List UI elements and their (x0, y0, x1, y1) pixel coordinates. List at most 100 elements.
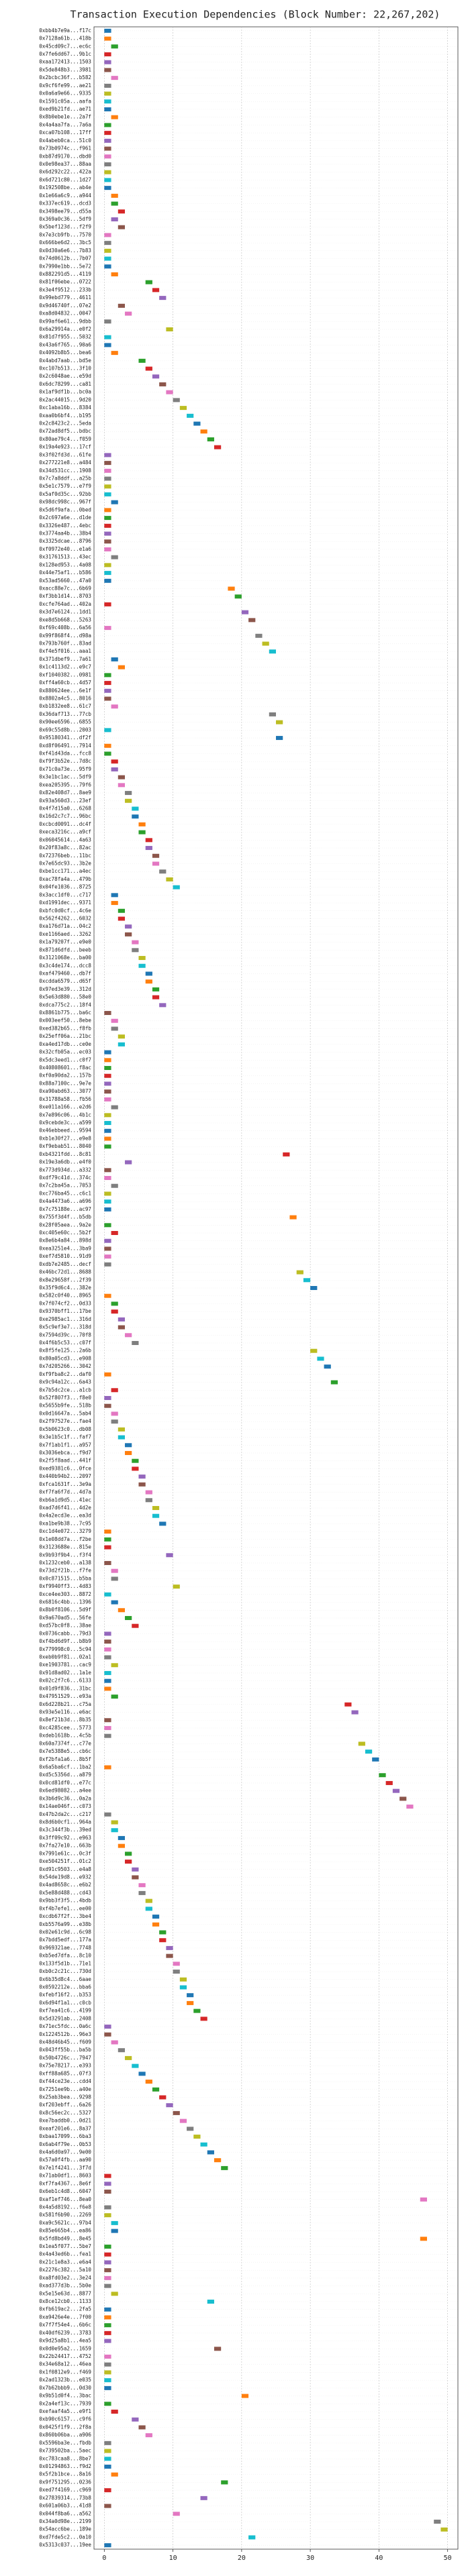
bar (159, 1003, 167, 1008)
bar (173, 2110, 180, 2115)
y-tick-label: 0xb6a1d9d5...41ec (39, 1497, 91, 1503)
bar (125, 1851, 132, 1856)
y-tick-label: 0x1591c05a...aafa (39, 98, 91, 104)
bar (104, 60, 111, 64)
bar (166, 1945, 173, 1950)
y-tick-label: 0xf9940ff3...4d83 (39, 1583, 91, 1589)
y-tick-label: 0x47951529...e93a (39, 1693, 91, 1699)
y-tick-label: 0xe504251f...01c2 (39, 1858, 91, 1864)
y-tick-label: 0x71ab0df1...8603 (39, 2173, 91, 2179)
x-tick-label: 0 (102, 2555, 106, 2562)
bar (214, 2347, 222, 2351)
y-tick-label: 0x128ed953...4a08 (39, 561, 91, 568)
bar (372, 1757, 379, 1762)
bar (104, 2174, 111, 2178)
bar (111, 1419, 118, 1424)
y-tick-label: 0x5e63d880...58e0 (39, 994, 91, 1000)
bar (214, 2158, 222, 2163)
bar (117, 1427, 126, 1432)
bar (104, 1395, 111, 1400)
y-tick-label: 0x666be6d2...3bc5 (39, 239, 91, 246)
y-tick-label: 0x582c0f40...8965 (39, 1293, 91, 1299)
bar (187, 413, 194, 418)
bar (117, 1042, 126, 1046)
bar (104, 2190, 111, 2194)
y-tick-label: 0x02e61c9d...6c98 (39, 1929, 91, 1935)
bar (145, 280, 152, 284)
y-tick-label: 0x880624ee...6e1f (39, 688, 91, 694)
bar (104, 1670, 111, 1675)
bar (193, 2008, 201, 2013)
y-tick-label: 0x8b0f8106...5d9f (39, 1607, 91, 1613)
bar (385, 1780, 393, 1785)
y-tick-label: 0x8e29658f...2f39 (39, 1277, 91, 1283)
bar (104, 248, 111, 253)
y-tick-label: 0xdca775c2...18f4 (39, 1002, 91, 1008)
y-tick-label: 0x2276c382...5a10 (39, 2267, 91, 2273)
bar (117, 1325, 126, 1330)
bar (187, 2127, 194, 2131)
y-tick-label: 0x2c697a6e...d1de (39, 515, 91, 521)
y-tick-label: 0x044f8ba6...a562 (39, 2510, 91, 2516)
y-tick-label: 0x6d292c22...422a (39, 169, 91, 175)
bar (138, 822, 146, 826)
bar (262, 641, 269, 646)
bar (152, 995, 160, 1000)
bar (111, 1820, 118, 1825)
y-tick-label: 0xff4a60cb...4d57 (39, 680, 91, 686)
bar (104, 1223, 111, 1228)
bar (111, 1105, 118, 1110)
bar (145, 1498, 152, 1503)
y-tick-label: 0x5b0623c0...db08 (39, 1426, 91, 1432)
y-tick-label: 0x882291d5...4119 (39, 271, 91, 277)
bar (145, 366, 152, 371)
bar (104, 2323, 111, 2328)
bar (179, 1977, 187, 1982)
bar (111, 1576, 118, 1581)
chart-title: Transaction Execution Dependencies (Bloc… (70, 9, 440, 21)
y-tick-label: 0x9c94a12c...6a43 (39, 1379, 91, 1385)
bar (104, 1560, 111, 1565)
bar (117, 1435, 126, 1440)
y-tick-label: 0x57a0f4fb...aa90 (39, 2157, 91, 2163)
bar (104, 2252, 111, 2257)
bar (152, 2087, 160, 2092)
bar (104, 1207, 111, 1212)
y-tick-label: 0x8f5fe125...2a6b (39, 1348, 91, 1354)
y-tick-label: 0xa176d71a...04c2 (39, 923, 91, 929)
bar (187, 2000, 194, 2005)
y-tick-label: 0xed9b21fd...ae71 (39, 106, 91, 112)
bar (104, 1640, 111, 1644)
y-tick-label: 0x5d6f9afa...0bed (39, 506, 91, 513)
bar (104, 2315, 111, 2320)
bar (289, 1215, 297, 1220)
bar (310, 1348, 318, 1353)
bar (104, 688, 111, 693)
y-tick-label: 0xaa172413...1503 (39, 59, 91, 65)
y-tick-label: 0x277221e8...a484 (39, 460, 91, 466)
bar (104, 170, 111, 174)
y-tick-label: 0xad377d3b...5b0e (39, 2283, 91, 2289)
y-tick-label: 0x5af0d35c...92bb (39, 491, 91, 497)
y-tick-label: 0x371dbef9...7a61 (39, 656, 91, 662)
bar (117, 1608, 126, 1613)
bar (117, 916, 126, 921)
y-tick-label: 0x82e408d7...8ae9 (39, 790, 91, 796)
bar (117, 1843, 126, 1848)
y-tick-label: 0xd8f06491...7914 (39, 743, 91, 749)
x-tick-label: 50 (444, 2555, 452, 2562)
bar (145, 979, 152, 984)
bar (117, 908, 126, 913)
y-tick-label: 0x4a4473a6...a696 (39, 1198, 91, 1204)
y-tick-label: 0x793b760f...83ad (39, 641, 91, 647)
y-tick-label: 0x4a2ecd3e...ea3d (39, 1513, 91, 1519)
bar (159, 1930, 167, 1935)
bar (104, 484, 111, 489)
bar (104, 1191, 111, 1196)
bar (117, 775, 126, 780)
y-tick-label: 0xdeb1618b...4c5b (39, 1733, 91, 1739)
y-tick-label: 0xf4e5f016...aaa1 (39, 648, 91, 654)
bar (117, 2048, 126, 2053)
y-tick-label: 0x7f1ab1f1...a957 (39, 1442, 91, 1448)
bar (104, 1372, 111, 1377)
